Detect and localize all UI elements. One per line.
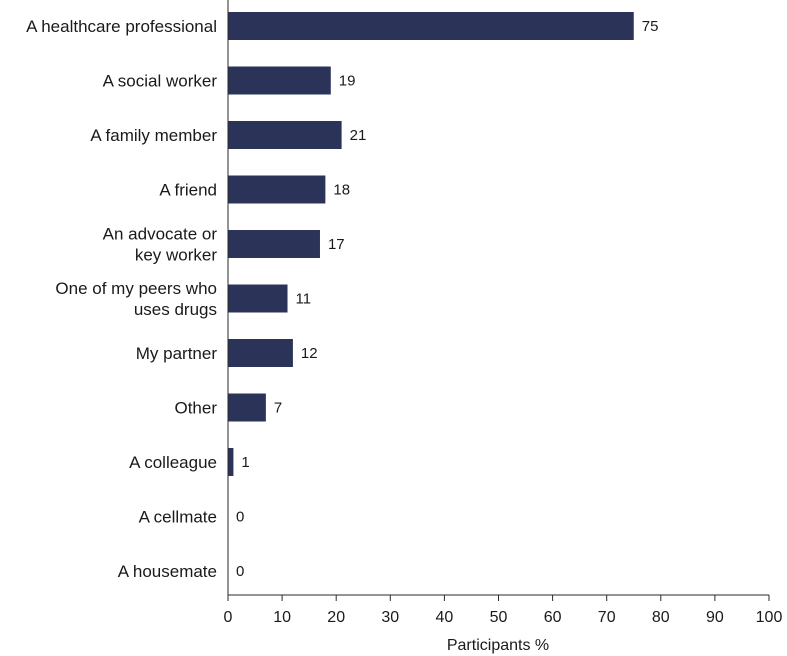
category-label-line: A friend: [159, 181, 217, 200]
x-tick-label: 80: [652, 609, 670, 626]
data-label: 12: [301, 345, 318, 362]
category-label: A colleague: [129, 453, 217, 472]
category-label: A social worker: [103, 72, 218, 91]
category-label: A housemate: [118, 562, 217, 581]
category-label: A friend: [159, 181, 217, 200]
value-labels-group: 75 19 21 18 17 11 12 7 1 0 0: [236, 18, 658, 580]
data-label: 11: [296, 291, 312, 308]
bar: [228, 121, 342, 149]
bar: [228, 175, 326, 204]
x-tick-label: 10: [273, 609, 291, 626]
x-axis-title: Participants %: [447, 637, 549, 654]
category-label-line: My partner: [136, 344, 218, 363]
category-label-line: A healthcare professional: [26, 17, 217, 36]
bar: [228, 66, 331, 95]
category-label: A cellmate: [139, 508, 217, 527]
bar: [228, 12, 634, 40]
category-label: Other: [174, 399, 217, 418]
x-tick-label: 30: [381, 609, 399, 626]
axes-group: 0 10 20 30 40 50 60 70 80 90 100: [224, 0, 783, 626]
data-label: 0: [236, 509, 244, 526]
x-tick-label: 20: [327, 609, 345, 626]
bars-group: [228, 12, 634, 476]
data-label: 7: [274, 400, 282, 417]
bar: [228, 284, 288, 313]
category-label: A healthcare professional: [26, 17, 217, 36]
category-label-line: uses drugs: [134, 300, 217, 319]
bar: [228, 339, 293, 367]
data-label: 19: [339, 73, 356, 90]
category-label: A family member: [90, 126, 217, 145]
bar: [228, 393, 266, 422]
x-tick-label: 100: [756, 609, 783, 626]
bar: [228, 230, 320, 258]
category-label-line: Other: [174, 399, 217, 418]
category-label-line: A family member: [90, 126, 217, 145]
x-tick-label: 70: [598, 609, 616, 626]
category-label-line: A colleague: [129, 453, 217, 472]
bar: [228, 448, 234, 476]
x-tick-label: 50: [490, 609, 508, 626]
category-label-line: An advocate or: [103, 225, 218, 244]
category-labels-group: A healthcare professional A social worker…: [26, 17, 217, 581]
data-label: 17: [328, 236, 345, 253]
x-tick-label: 0: [224, 609, 233, 626]
x-tick-label: 60: [544, 609, 562, 626]
data-label: 21: [350, 127, 367, 144]
data-label: 0: [236, 563, 244, 580]
category-label: An advocate or key worker: [103, 225, 218, 265]
category-label-line: key worker: [135, 246, 218, 265]
category-label: One of my peers who uses drugs: [55, 279, 217, 319]
x-tick-label: 40: [436, 609, 454, 626]
x-tick-label: 90: [706, 609, 724, 626]
category-label-line: One of my peers who: [55, 279, 217, 298]
category-label: My partner: [136, 344, 218, 363]
category-label-line: A housemate: [118, 562, 217, 581]
data-label: 1: [241, 454, 249, 471]
data-label: 75: [642, 18, 659, 35]
category-label-line: A cellmate: [139, 508, 217, 527]
category-label-line: A social worker: [103, 72, 218, 91]
data-label: 18: [333, 182, 350, 199]
